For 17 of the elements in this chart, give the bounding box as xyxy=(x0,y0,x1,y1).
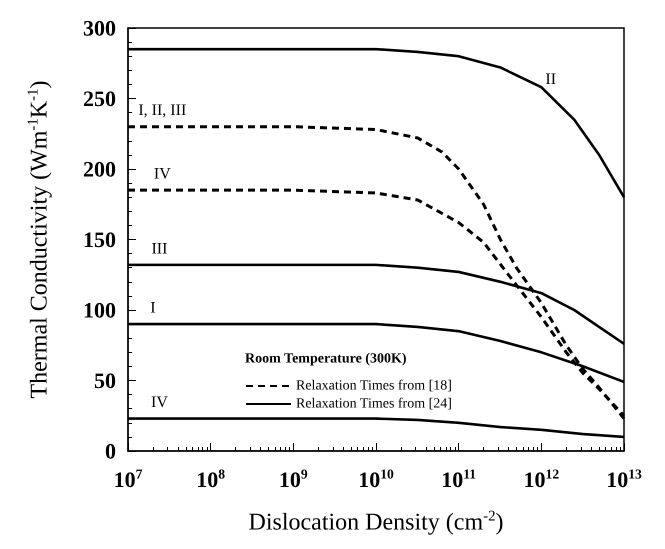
y-tick-label: 200 xyxy=(83,156,116,182)
annotation: I, II, III xyxy=(138,102,186,120)
y-tick-label: 100 xyxy=(83,298,116,322)
annotation: I xyxy=(150,300,156,317)
annotation: IV xyxy=(150,394,168,412)
y-axis-title: Thermal Conductivity (Wm-1K-1) xyxy=(26,80,52,399)
y-tick-label: 150 xyxy=(83,227,116,252)
y-tick-label: 0 xyxy=(105,438,116,464)
annotation: II xyxy=(545,71,556,88)
y-tick-label: 50 xyxy=(94,368,116,393)
annotation: IV xyxy=(154,166,172,183)
legend-label: Relaxation Times from [24] xyxy=(296,396,452,412)
legend-title: Room Temperature (300K) xyxy=(245,352,407,366)
annotation: III xyxy=(151,240,168,258)
y-tick-label: 300 xyxy=(83,16,116,40)
y-tick-label: 250 xyxy=(83,86,116,111)
legend-label: Relaxation Times from [18] xyxy=(296,378,452,394)
